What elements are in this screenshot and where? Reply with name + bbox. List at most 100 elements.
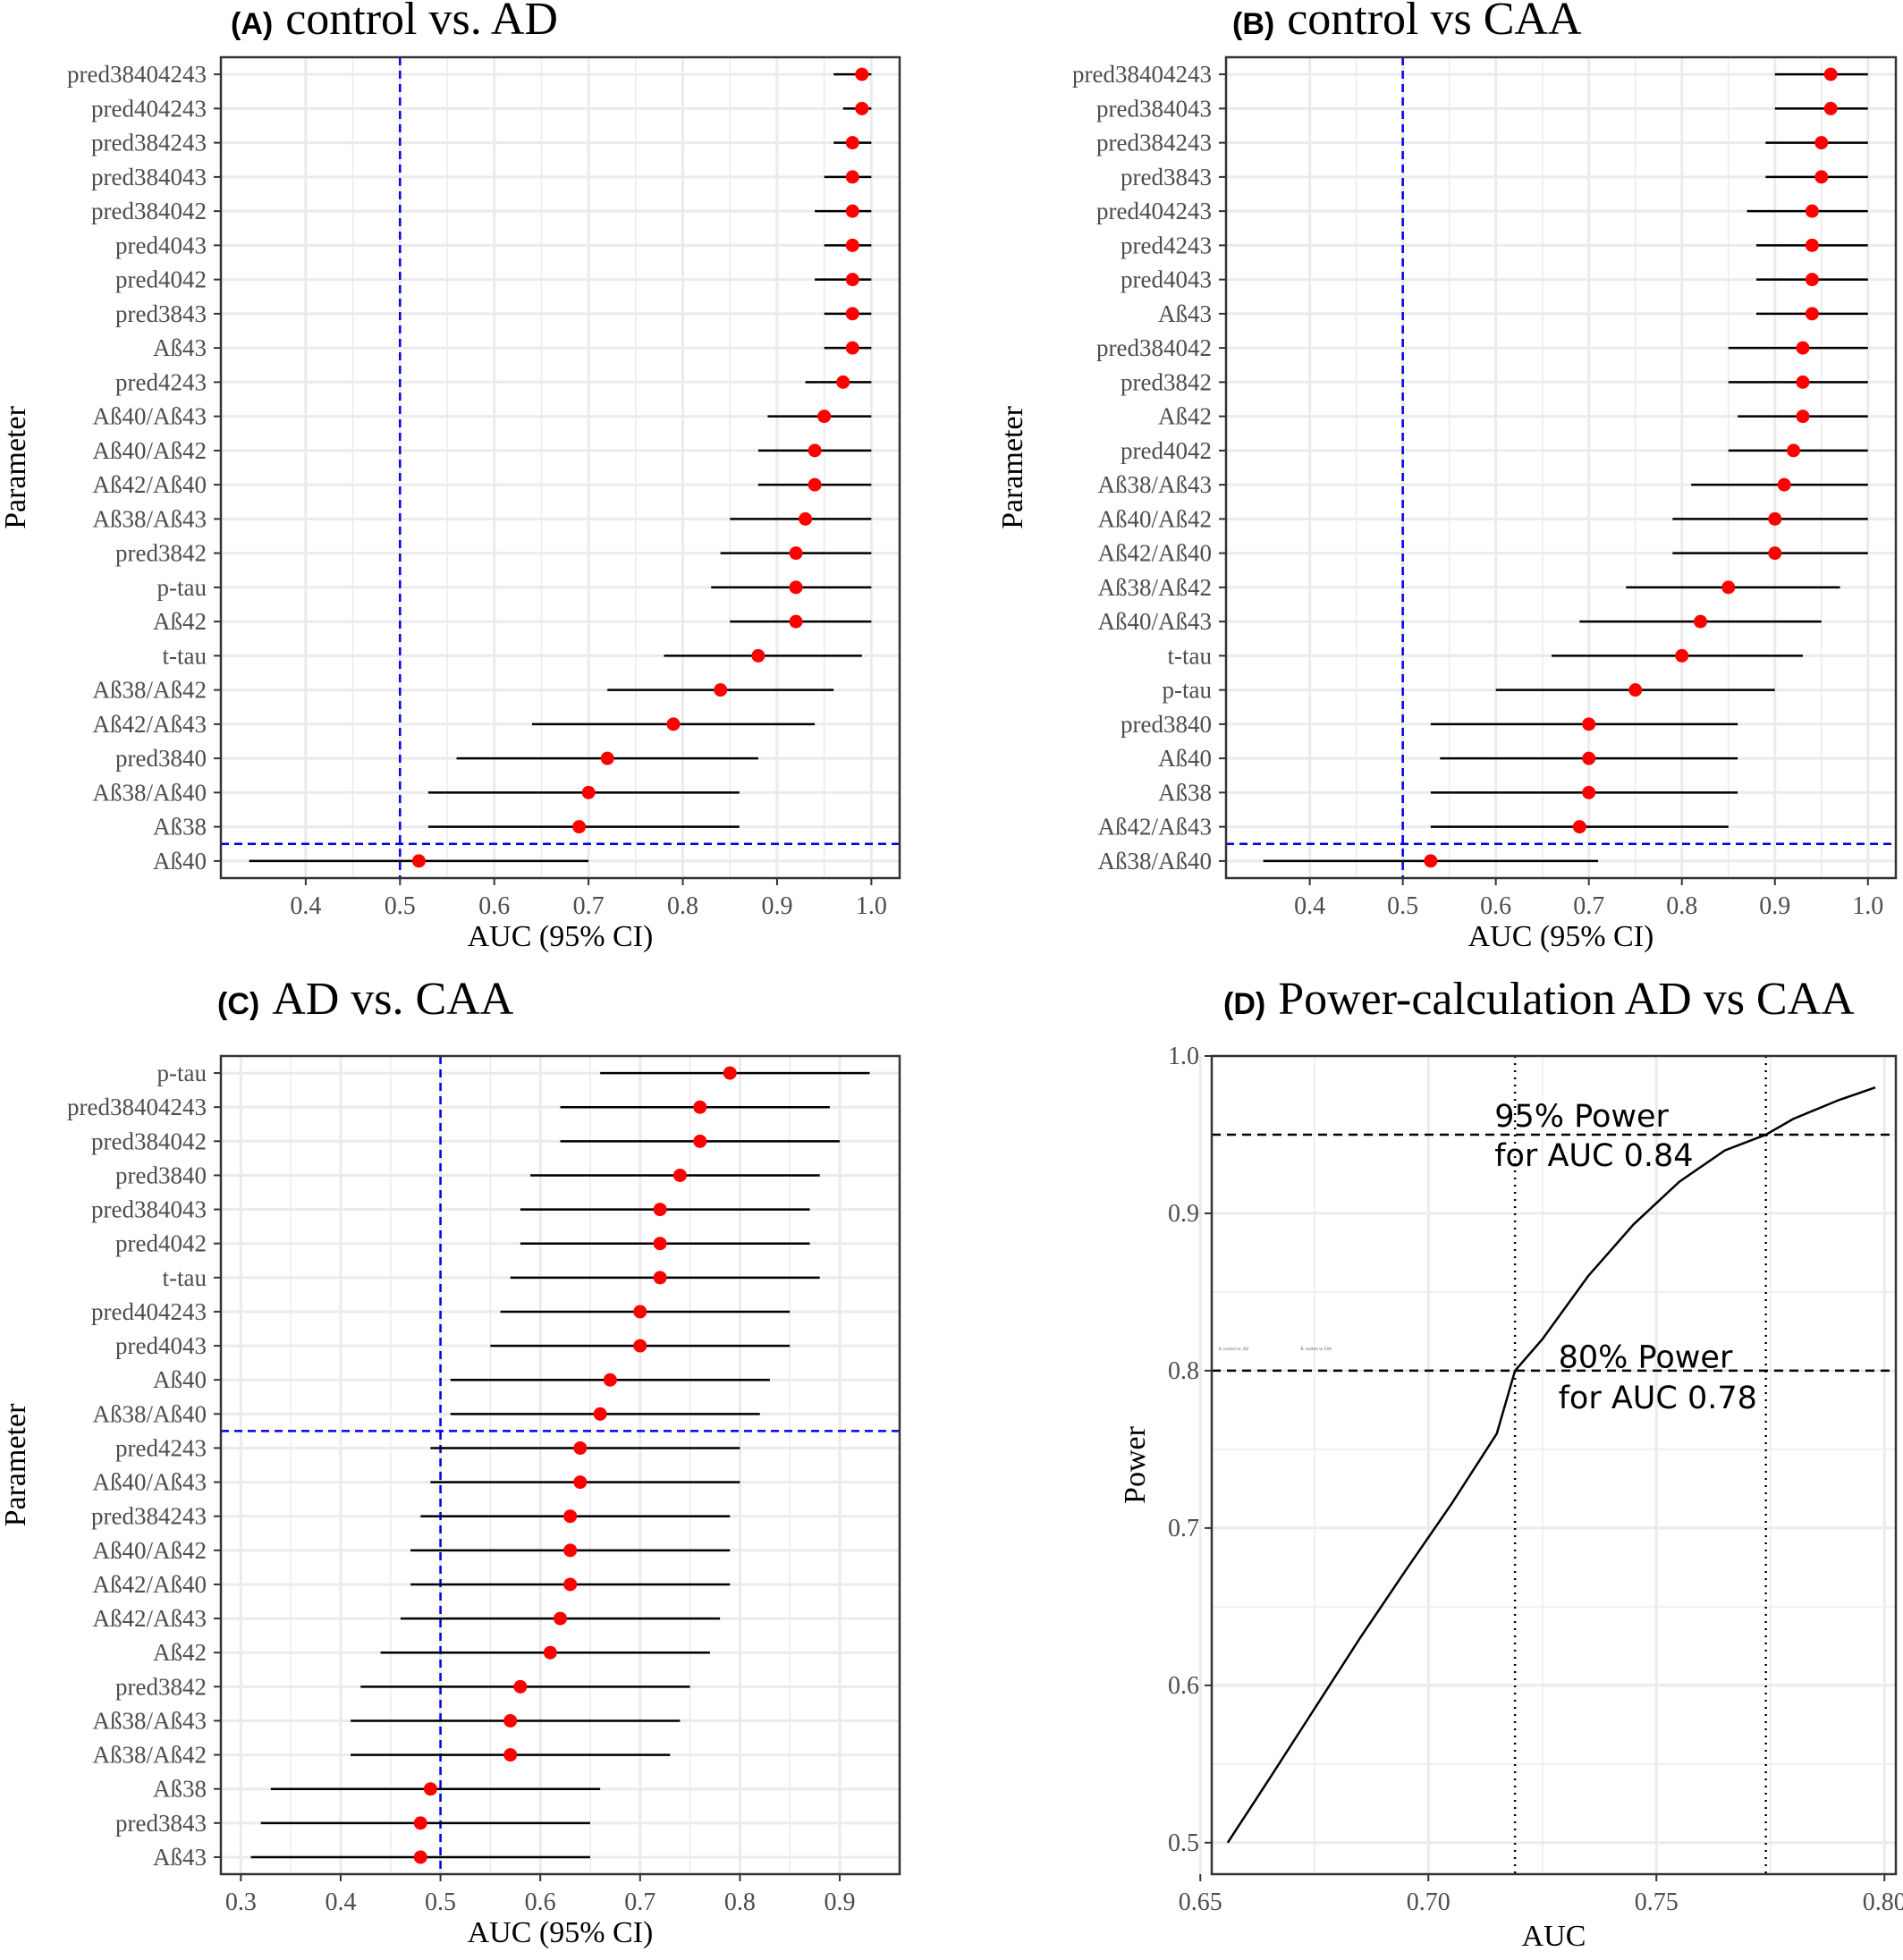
auc-point-a-42-a-43 [554,1611,567,1626]
y-tick-label: Aß38/Aß42 [93,677,207,704]
auc-point-pred384243 [1814,136,1829,150]
auc-point-pred4243 [836,375,850,389]
y-tick-label: Aß40 [153,1366,207,1393]
x-tick-label: 0.9 [761,892,792,920]
y-axis-label: Parameter [996,405,1029,528]
panel-title-text: (B) control vs CAA [1232,0,1582,45]
x-tick-label: 0.5 [425,1888,456,1916]
y-tick-label: 0.9 [1168,1200,1199,1228]
forest-plot-0: 0.4 0.5 0.6 0.7 0.8 0.9 1.0 pred38404243 pred404… [0,55,901,953]
auc-point-pred4042 [845,273,859,287]
auc-point-a-40-a-42 [808,444,822,458]
plot-frame [1210,1054,1898,1876]
panel-title-text: (C) AD vs. CAA [217,974,514,1025]
auc-point-a-38-a-42 [1721,580,1736,595]
y-tick-label: 0.8 [1168,1357,1199,1385]
y-tick-label: Aß40 [153,848,207,874]
x-tick-label: 0.6 [525,1888,556,1916]
y-tick-label: p-tau [157,574,207,601]
y-tick-label: pred384043 [91,164,207,190]
y-tick-label: pred4043 [115,1332,207,1359]
y-tick-label: pred384042 [91,1128,207,1154]
y-tick-label: Aß38/Aß40 [93,779,207,806]
x-axis-label: AUC [1522,1920,1586,1953]
y-tick-label: pred3840 [115,1162,207,1188]
y-axis-label: Parameter [0,1403,32,1526]
y-tick-label: pred3843 [115,300,207,327]
auc-point-pred384043 [653,1203,667,1217]
x-tick-label: 0.6 [478,892,510,920]
x-tick-label: 0.9 [825,1888,856,1916]
auc-point-a-43 [413,1850,427,1864]
auc-point-a-38-a-40 [1424,854,1438,868]
plot-frame [219,55,901,880]
auc-point-pred3843 [413,1816,427,1830]
y-tick-label: pred3843 [1121,164,1212,190]
y-tick-label: Aß42 [153,1639,207,1666]
auc-point-pred384243 [845,136,859,150]
y-tick-label: 0.7 [1168,1515,1199,1542]
auc-point-a-40-a-43 [1694,614,1708,629]
x-tick-label: 0.3 [225,1888,257,1916]
y-tick-label: pred404243 [91,1298,207,1325]
y-tick-label: Aß38/Aß43 [1098,471,1213,498]
auc-point-a-40 [603,1373,617,1387]
auc-point-a-42-a-43 [1572,820,1586,834]
panel-letter: (D) [1223,987,1265,1021]
panel-title: Power-calculation AD vs CAA [1278,974,1855,1025]
x-tick-label: 0.4 [290,892,321,920]
auc-point-a-42 [789,614,803,629]
y-tick-label: pred4243 [1121,232,1212,258]
y-tick-label: Aß38/Aß40 [93,1400,207,1427]
y-tick-label: Aß38 [153,814,207,841]
y-tick-label: pred4043 [115,232,207,258]
auc-point-p-tau [1628,683,1643,697]
plot-frame [219,1054,901,1876]
panel-title-text: (A) control vs. AD [231,0,558,45]
x-tick-label: 0.9 [1759,892,1790,920]
auc-point-p-tau [789,580,803,595]
y-tick-label: Aß40/Aß43 [1098,608,1213,635]
x-tick-label: 0.5 [1387,892,1418,920]
auc-point-a-38-a-42 [714,683,728,697]
auc-point-a-42-a-43 [666,717,681,731]
auc-point-a-40-a-42 [563,1543,578,1558]
x-tick-label: 0.4 [325,1888,356,1916]
y-tick-label: pred4043 [1121,266,1212,293]
x-tick-label: 0.5 [385,892,416,920]
y-tick-label: Aß38 [1158,779,1212,806]
y-tick-label: pred38404243 [67,1094,207,1120]
annotation-label: for AUC 0.78 [1559,1381,1757,1416]
auc-point-pred4243 [1805,238,1819,252]
auc-point-pred4043 [1805,273,1819,287]
y-tick-label: pred4042 [1121,437,1212,464]
auc-point-pred384042 [693,1134,707,1148]
y-tick-label: pred3840 [115,745,207,772]
auc-point-pred3843 [845,307,859,321]
x-tick-label: 0.75 [1635,1888,1679,1916]
y-tick-label: t-tau [163,1264,207,1291]
auc-point-pred384043 [845,170,859,184]
panel-title-text: (D) Power-calculation AD vs CAA [1223,974,1855,1025]
y-tick-label: Aß38/Aß40 [1098,848,1213,874]
y-tick-label: 1.0 [1168,1043,1199,1070]
y-tick-label: pred3842 [1121,368,1212,395]
y-tick-label: t-tau [163,642,207,669]
y-tick-label: Aß43 [153,1844,207,1871]
panel-letter: (B) [1232,7,1274,41]
y-tick-label: pred384043 [91,1196,207,1223]
x-axis-label: AUC (95% CI) [468,920,654,953]
x-tick-label: 0.7 [573,892,605,920]
auc-point-a-42-a-40 [808,477,822,492]
y-tick-label: Aß40/Aß42 [93,1537,207,1564]
y-tick-label: pred4243 [115,1434,207,1461]
auc-point-a-38 [423,1782,437,1796]
x-tick-label: 0.8 [724,1888,756,1916]
y-tick-label: Aß38/Aß43 [93,1707,207,1734]
auc-point-pred4042 [1787,444,1801,458]
y-tick-label: Aß43 [1158,300,1212,327]
auc-point-pred3842 [789,546,803,561]
forest-plot-2: 0.3 0.4 0.5 0.6 0.7 0.8 0.9 p-tau pred38404243 pr… [0,1054,901,1949]
x-tick-label: 0.7 [1573,892,1604,920]
